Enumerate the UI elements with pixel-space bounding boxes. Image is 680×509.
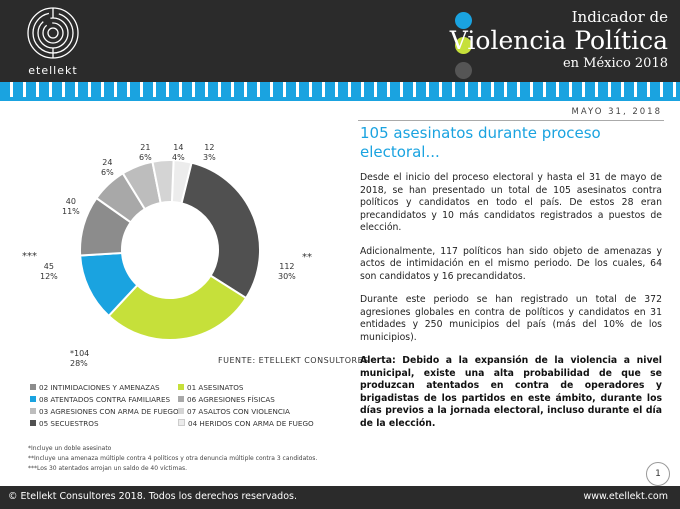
footer-link[interactable]: www.etellekt.com — [583, 491, 668, 502]
divider — [358, 120, 664, 121]
logo: etellekt — [18, 6, 88, 78]
legend-item: 08 ATENTADOS CONTRA FAMILIARES — [30, 395, 170, 404]
marker-atentados: *** — [22, 251, 37, 262]
value-arma-fuego: 21 — [140, 143, 151, 152]
legend-label: 01 ASESINATOS — [187, 383, 244, 392]
percent-heridos: 3% — [203, 153, 216, 162]
page-number: 1 — [646, 462, 670, 486]
legend-label: 07 ASALTOS CON VIOLENCIA — [187, 407, 290, 416]
marker-secuestros: ** — [302, 252, 312, 263]
legend-label: 04 HERIDOS CON ARMA DE FUEGO — [188, 419, 314, 428]
legend-label: 06 AGRESIONES FÍSICAS — [187, 395, 275, 404]
article: 105 asesinatos durante proceso electoral… — [360, 124, 662, 430]
legend-label: 03 AGRESIONES CON ARMA DE FUEGO — [39, 407, 179, 416]
footnote: ***Los 30 atentados arrojan un saldo de … — [28, 465, 188, 472]
label-agresiones-fisicas: 24 6% — [101, 158, 114, 178]
slice-asaltos-con-violencia — [151, 159, 175, 205]
label-asaltos: 14 4% — [172, 143, 185, 163]
legend-item: 06 AGRESIONES FÍSICAS — [178, 395, 275, 404]
chart-footnotes: *Incluye un doble asesinato **Incluye un… — [28, 444, 317, 474]
value-asesinatos: *104 — [70, 349, 90, 358]
article-paragraph-2: Adicionalmente, 117 políticos han sido o… — [360, 245, 662, 282]
label-intimidaciones: 40 11% — [62, 197, 80, 217]
header: etellekt Indicador de Violencia Política… — [0, 0, 680, 82]
legend-swatch — [30, 384, 36, 390]
percent-agresiones-fisicas: 6% — [101, 168, 114, 177]
value-asaltos: 14 — [173, 143, 184, 152]
article-headline: 105 asesinatos durante proceso electoral… — [360, 124, 601, 161]
legend-swatch — [30, 408, 36, 414]
legend-item: 07 ASALTOS CON VIOLENCIA — [178, 407, 290, 416]
article-alert: Alerta: Debido a la expansión de la viol… — [360, 355, 662, 429]
legend-label: 02 INTIMIDACIONES Y AMENAZAS — [39, 383, 160, 392]
stripe-underline — [0, 97, 680, 101]
color-dots — [455, 12, 472, 87]
legend-swatch — [30, 420, 36, 426]
legend-item: 02 INTIMIDACIONES Y AMENAZAS — [30, 383, 160, 392]
legend-swatch — [178, 408, 184, 414]
violence-donut-chart — [79, 159, 261, 341]
legend-label: 05 SECUESTROS — [39, 419, 99, 428]
percent-intimidaciones: 11% — [62, 207, 80, 216]
label-heridos: 12 3% — [203, 143, 216, 163]
label-atentados: 45 12% — [40, 262, 58, 282]
footnote: **Incluye una amenaza múltiple contra 4 … — [28, 455, 318, 462]
title-line-3: en México 2018 — [562, 56, 668, 71]
gray-dot — [455, 62, 472, 79]
legend-swatch — [178, 396, 184, 402]
value-heridos: 12 — [204, 143, 215, 152]
value-atentados: 45 — [43, 262, 54, 271]
legend-item: 03 AGRESIONES CON ARMA DE FUEGO — [30, 407, 179, 416]
percent-secuestros: 30% — [278, 272, 296, 281]
logo-text: etellekt — [28, 64, 78, 77]
chart-source: FUENTE: ETELLEKT CONSULTORES — [218, 356, 369, 365]
percent-arma-fuego: 6% — [139, 153, 152, 162]
article-paragraph-3: Durante este periodo se han registrado u… — [360, 294, 662, 343]
footer-copyright: © Etellekt Consultores 2018. Todos los d… — [8, 491, 297, 502]
percent-asaltos: 4% — [172, 153, 185, 162]
report-title: Indicador de Violencia Política en Méxic… — [450, 8, 668, 71]
slice-secuestros — [180, 161, 261, 300]
legend-swatch — [178, 419, 185, 426]
labyrinth-logo-icon — [27, 7, 79, 59]
decorative-stripe — [0, 82, 680, 100]
label-arma-fuego: 21 6% — [139, 143, 152, 163]
value-agresiones-fisicas: 24 — [102, 158, 113, 167]
percent-asesinatos: 28% — [70, 359, 88, 368]
legend-swatch — [178, 384, 184, 390]
footer: © Etellekt Consultores 2018. Todos los d… — [0, 486, 680, 509]
legend-item: 04 HERIDOS CON ARMA DE FUEGO — [178, 419, 314, 428]
slice-asesinatos — [107, 274, 248, 341]
legend-item: 01 ASESINATOS — [178, 383, 243, 392]
label-secuestros: 112 30% — [278, 262, 296, 282]
legend-label: 08 ATENTADOS CONTRA FAMILIARES — [39, 395, 171, 404]
blue-dot — [455, 12, 472, 29]
article-paragraph-1: Desde el inicio del proceso electoral y … — [360, 172, 662, 233]
legend-swatch — [30, 396, 36, 402]
title-line-2: Violencia Política — [449, 26, 668, 55]
title-line-1: Indicador de — [571, 8, 668, 26]
label-asesinatos: *104 28% — [70, 349, 89, 369]
percent-atentados: 12% — [40, 272, 58, 281]
footnote: *Incluye un doble asesinato — [28, 445, 112, 452]
report-date: MAYO 31, 2018 — [571, 107, 662, 117]
value-secuestros: 112 — [279, 262, 295, 271]
value-intimidaciones: 40 — [65, 197, 76, 206]
legend-item: 05 SECUESTROS — [30, 419, 99, 428]
green-dot — [455, 37, 472, 54]
